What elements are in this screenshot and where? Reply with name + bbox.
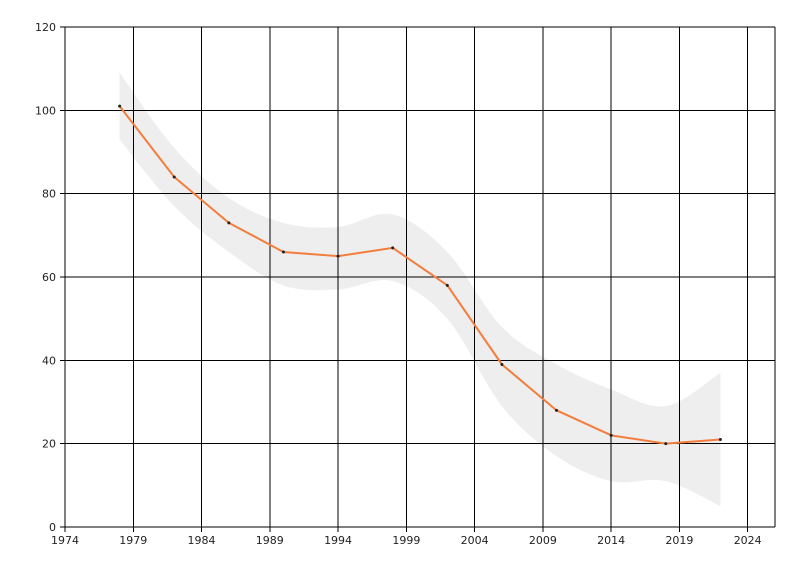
data-point xyxy=(227,221,231,225)
data-point xyxy=(172,175,176,179)
x-tick-label: 2009 xyxy=(529,534,557,547)
data-point xyxy=(118,104,122,108)
y-tick-label: 80 xyxy=(42,188,56,201)
x-tick-label: 1989 xyxy=(256,534,284,547)
x-tick-label: 1984 xyxy=(188,534,216,547)
gridlines xyxy=(65,26,776,527)
x-tick-label: 1974 xyxy=(51,534,79,547)
data-point xyxy=(718,438,722,441)
data-point xyxy=(281,250,285,254)
x-tick-label: 2019 xyxy=(665,534,693,547)
data-point xyxy=(445,283,449,287)
y-tick-label: 0 xyxy=(49,521,56,534)
data-point xyxy=(609,433,613,437)
x-tick-label: 1994 xyxy=(324,534,352,547)
confidence-band xyxy=(119,72,721,507)
x-tick-label: 2024 xyxy=(734,534,762,547)
data-point xyxy=(391,246,395,250)
confidence-band-layer xyxy=(119,72,721,507)
data-point xyxy=(664,442,668,446)
data-point xyxy=(555,408,559,412)
axes xyxy=(60,26,775,532)
y-tick-label: 60 xyxy=(42,271,56,284)
x-tick-label: 1979 xyxy=(119,534,147,547)
data-point xyxy=(336,254,340,258)
x-tick-label: 2004 xyxy=(461,534,489,547)
series-line xyxy=(118,105,721,445)
y-tick-label: 100 xyxy=(35,104,56,117)
data-point xyxy=(500,363,504,366)
series-layer xyxy=(118,104,722,446)
x-tick-label: 1999 xyxy=(392,534,420,547)
y-tick-label: 120 xyxy=(35,21,56,34)
y-tick-label: 40 xyxy=(42,354,56,367)
tick-labels: 1974 1979 1984 1989 1994 1999 2004 2009 2014 2019… xyxy=(35,21,762,547)
x-tick-label: 2014 xyxy=(597,534,625,547)
y-tick-label: 20 xyxy=(42,438,56,451)
